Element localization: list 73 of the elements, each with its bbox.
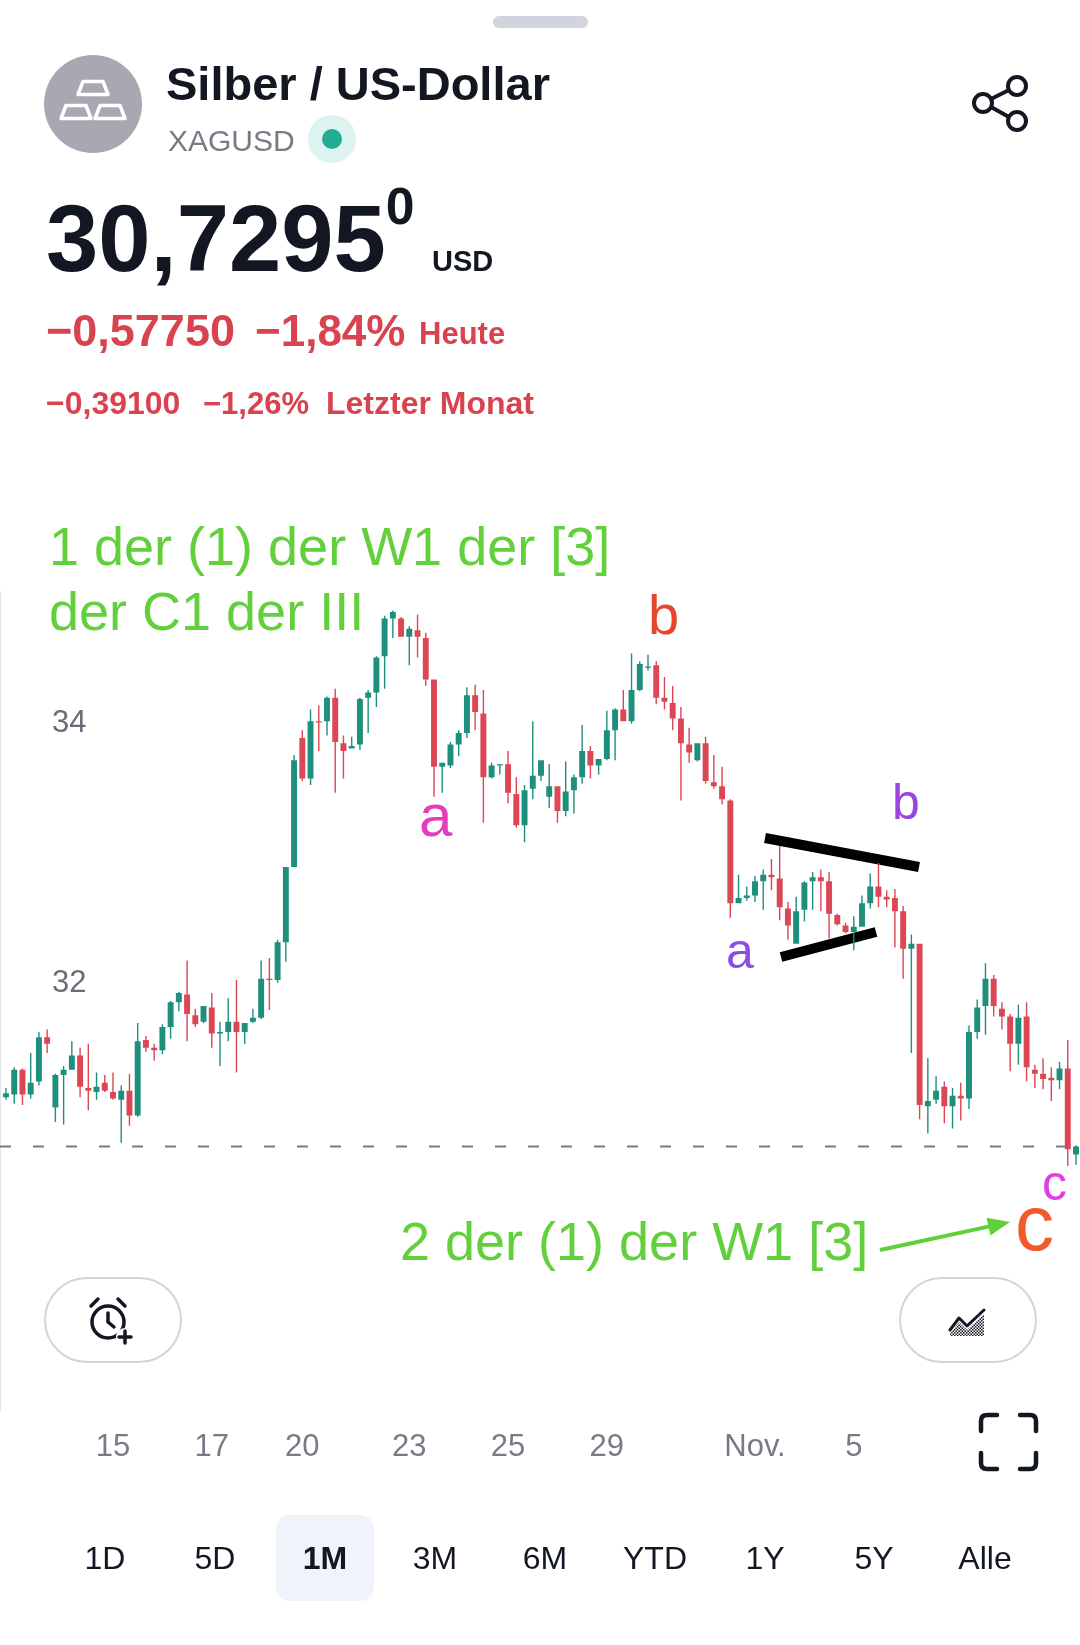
text: Letzter Monat — [326, 385, 535, 421]
candlestick — [142, 1036, 149, 1052]
candlestick — [389, 610, 396, 638]
candlestick — [900, 905, 907, 979]
candlestick — [1007, 1013, 1014, 1072]
candlestick — [3, 1088, 9, 1100]
text: YTD — [623, 1540, 687, 1576]
candlestick — [579, 725, 586, 784]
candlestick — [505, 751, 512, 804]
text: 5Y — [854, 1540, 894, 1576]
text: 6M — [522, 1540, 568, 1576]
candlestick — [249, 1008, 256, 1024]
annotation: a — [419, 782, 453, 849]
y-tick-label: 34 — [52, 703, 87, 739]
candlestick — [44, 1029, 51, 1053]
chart-subtitle: XAGUSD — [168, 124, 295, 157]
text: −1,26% — [203, 386, 310, 421]
text: USD — [432, 245, 494, 277]
text: 1M — [302, 1540, 348, 1576]
text: 1 der (1) der W1 der [3] — [49, 516, 611, 576]
annotation: a — [726, 923, 754, 979]
text: −0,39100 — [46, 385, 181, 421]
x-tick-label: 17 — [194, 1427, 230, 1463]
text: 3M — [412, 1540, 458, 1576]
chart-title: Silber / US-Dollar — [166, 57, 550, 110]
candlestick — [784, 902, 791, 940]
annotation: 2 der (1) der W1 [3] — [400, 1211, 869, 1271]
text: 5D — [194, 1540, 236, 1576]
candlestick — [612, 708, 619, 761]
y-tick-label: 32 — [52, 963, 87, 999]
candlestick — [68, 1041, 75, 1070]
text: −0,57750 — [46, 305, 235, 356]
candlestick — [496, 764, 503, 775]
candlestick — [603, 710, 610, 761]
candlestick — [719, 766, 726, 805]
candlestick — [710, 755, 717, 789]
text: 30,7295$^{0}$ — [46, 177, 415, 291]
candlestick — [752, 876, 758, 903]
text: −1,84% — [255, 306, 406, 355]
text: 1D — [84, 1540, 126, 1576]
candlestick — [924, 1058, 931, 1134]
candlestick — [891, 889, 898, 948]
x-tick-label: 23 — [392, 1427, 427, 1463]
x-tick-label: Nov. — [724, 1427, 786, 1463]
candlestick — [175, 991, 182, 1012]
x-tick-label: 29 — [589, 1427, 625, 1463]
annotation: b — [892, 774, 920, 830]
candlestick — [184, 960, 191, 1042]
candlestick — [110, 1072, 116, 1100]
x-tick-label: 15 — [95, 1427, 131, 1463]
candlestick — [1040, 1058, 1047, 1090]
annotation: der C1 der III — [49, 581, 365, 641]
x-tick-label: 25 — [490, 1427, 526, 1463]
candlestick — [1031, 1064, 1038, 1089]
candlestick — [826, 872, 833, 939]
candlestick — [677, 706, 684, 801]
text: 1Y — [745, 1540, 785, 1576]
candlestick — [645, 654, 651, 671]
candlestick — [472, 684, 479, 731]
text: Heute — [419, 316, 506, 351]
candlestick — [998, 1002, 1005, 1030]
x-tick-label: 20 — [285, 1427, 320, 1463]
candlestick — [1073, 1145, 1079, 1165]
candlestick — [933, 1076, 940, 1104]
candlestick — [151, 1043, 158, 1061]
candlestick — [217, 1021, 223, 1066]
candlestick — [686, 727, 693, 763]
text: Alle — [958, 1540, 1012, 1576]
candlestick — [570, 774, 577, 814]
candlestick — [817, 869, 824, 912]
x-tick-label: 5 — [845, 1427, 863, 1463]
annotation: b — [648, 583, 680, 646]
candlestick — [365, 689, 372, 733]
